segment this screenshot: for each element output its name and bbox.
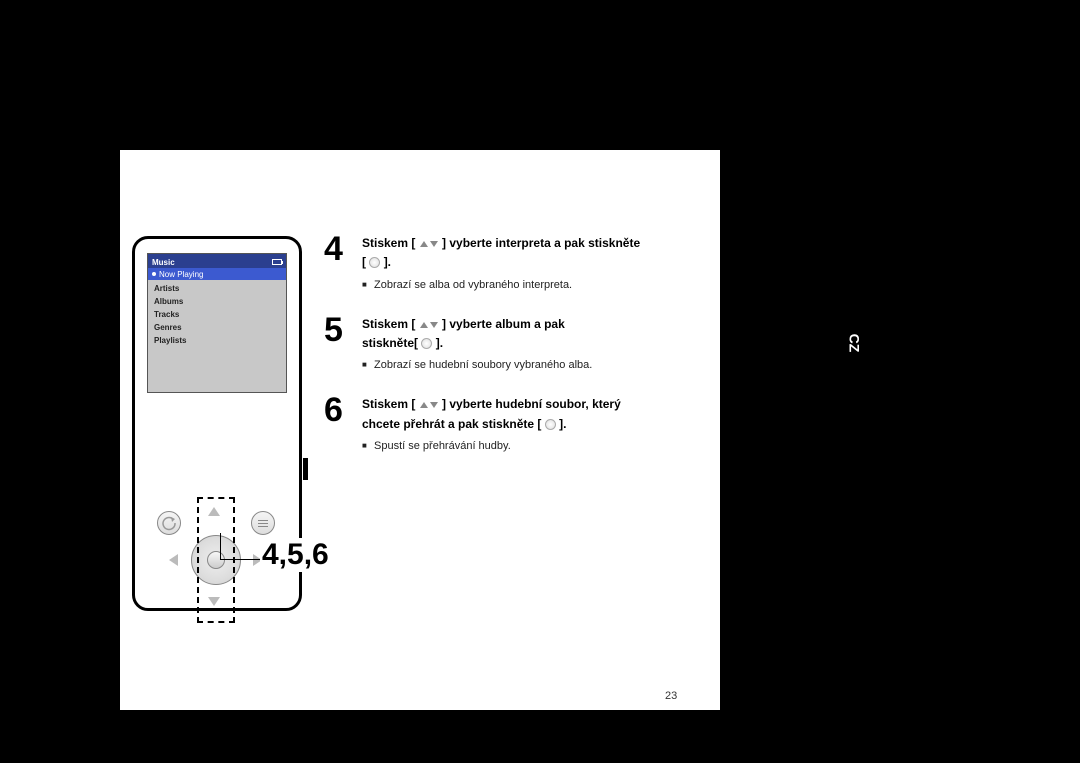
step-number: 4: [324, 232, 352, 291]
select-button-icon: [369, 257, 380, 268]
now-playing-row: Now Playing: [148, 268, 286, 280]
step-bullet: Spustí se přehrávání hudby.: [362, 440, 621, 452]
battery-icon: [272, 259, 282, 265]
device-side-button-icon: [303, 458, 308, 480]
step-5: 5 Stiskem [ ] vyberte album a pak stiskn…: [324, 313, 694, 372]
step-title: Stiskem [ ] vyberte interpreta a pak sti…: [362, 234, 640, 273]
step-number: 6: [324, 393, 352, 452]
step-body: Stiskem [ ] vyberte interpreta a pak sti…: [362, 232, 640, 291]
device-screen: Music Now Playing Artists Albums Tracks …: [147, 253, 287, 393]
screen-header: Music: [148, 254, 286, 268]
select-button-icon: [421, 338, 432, 349]
select-button-icon: [545, 419, 556, 430]
language-tab-label: CZ: [846, 334, 862, 353]
step-bullet: Zobrazí se alba od vybraného interpreta.: [362, 279, 640, 291]
up-arrow-icon: [420, 241, 428, 247]
screen-title: Music: [152, 258, 175, 267]
manual-page: CZ Music Now Playing Artists Albums Trac…: [120, 150, 720, 710]
menu-item: Albums: [154, 295, 280, 308]
step-title: Stiskem [ ] vyberte hudební soubor, kter…: [362, 395, 621, 434]
step-6: 6 Stiskem [ ] vyberte hudební soubor, kt…: [324, 393, 694, 452]
menu-button-icon: [251, 511, 275, 535]
now-playing-label: Now Playing: [159, 270, 203, 279]
step-title: Stiskem [ ] vyberte album a pak stisknět…: [362, 315, 592, 354]
highlight-box: [197, 497, 235, 623]
step-body: Stiskem [ ] vyberte album a pak stisknět…: [362, 313, 592, 372]
callout-label: 4,5,6: [260, 538, 331, 572]
menu-list: Artists Albums Tracks Genres Playlists: [148, 280, 286, 349]
up-arrow-icon: [420, 402, 428, 408]
down-arrow-icon: [430, 241, 438, 247]
up-arrow-icon: [420, 322, 428, 328]
menu-item: Genres: [154, 321, 280, 334]
menu-item: Artists: [154, 282, 280, 295]
page-number: 23: [665, 690, 677, 702]
step-bullet: Zobrazí se hudební soubory vybraného alb…: [362, 359, 592, 371]
down-arrow-icon: [430, 322, 438, 328]
menu-item: Tracks: [154, 308, 280, 321]
menu-item: Playlists: [154, 334, 280, 347]
now-playing-dot-icon: [152, 272, 156, 276]
step-body: Stiskem [ ] vyberte hudební soubor, kter…: [362, 393, 621, 452]
step-4: 4 Stiskem [ ] vyberte interpreta a pak s…: [324, 232, 694, 291]
steps-list: 4 Stiskem [ ] vyberte interpreta a pak s…: [324, 232, 694, 474]
step-number: 5: [324, 313, 352, 372]
down-arrow-icon: [430, 402, 438, 408]
back-button-icon: [157, 511, 181, 535]
language-tab: CZ: [840, 320, 868, 366]
